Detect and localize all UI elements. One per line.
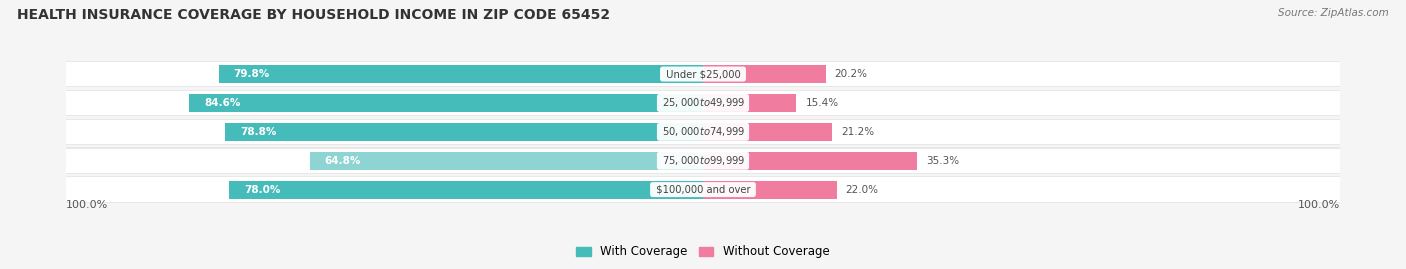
Bar xyxy=(66,62,1340,86)
Text: $25,000 to $49,999: $25,000 to $49,999 xyxy=(659,96,747,109)
Bar xyxy=(703,94,796,112)
Text: 100.0%: 100.0% xyxy=(66,200,108,210)
Bar xyxy=(190,94,703,112)
Text: 78.8%: 78.8% xyxy=(240,127,276,137)
Bar xyxy=(66,176,1340,203)
Text: 84.6%: 84.6% xyxy=(204,98,240,108)
Text: 79.8%: 79.8% xyxy=(233,69,270,79)
Text: 78.0%: 78.0% xyxy=(245,185,281,194)
Text: 64.8%: 64.8% xyxy=(325,156,361,166)
Bar xyxy=(703,152,917,170)
Bar xyxy=(229,181,703,199)
Text: 22.0%: 22.0% xyxy=(845,185,879,194)
Text: 15.4%: 15.4% xyxy=(806,98,839,108)
Text: $75,000 to $99,999: $75,000 to $99,999 xyxy=(659,154,747,167)
Bar xyxy=(218,65,703,83)
Bar xyxy=(66,147,1340,174)
Bar xyxy=(703,181,837,199)
Text: Under $25,000: Under $25,000 xyxy=(662,69,744,79)
Text: 35.3%: 35.3% xyxy=(927,156,959,166)
Bar xyxy=(66,61,1340,87)
Text: 100.0%: 100.0% xyxy=(1298,200,1340,210)
Legend: With Coverage, Without Coverage: With Coverage, Without Coverage xyxy=(572,241,834,263)
Bar xyxy=(66,119,1340,145)
Bar xyxy=(225,123,703,141)
Text: $50,000 to $74,999: $50,000 to $74,999 xyxy=(659,125,747,138)
Text: 20.2%: 20.2% xyxy=(835,69,868,79)
Bar xyxy=(66,148,1340,173)
Text: HEALTH INSURANCE COVERAGE BY HOUSEHOLD INCOME IN ZIP CODE 65452: HEALTH INSURANCE COVERAGE BY HOUSEHOLD I… xyxy=(17,8,610,22)
Bar xyxy=(66,120,1340,144)
Bar xyxy=(703,65,825,83)
Text: 21.2%: 21.2% xyxy=(841,127,875,137)
Bar xyxy=(66,90,1340,116)
Text: Source: ZipAtlas.com: Source: ZipAtlas.com xyxy=(1278,8,1389,18)
Bar xyxy=(703,123,832,141)
Text: $100,000 and over: $100,000 and over xyxy=(652,185,754,194)
Bar xyxy=(66,91,1340,115)
Bar xyxy=(66,178,1340,202)
Bar xyxy=(309,152,703,170)
